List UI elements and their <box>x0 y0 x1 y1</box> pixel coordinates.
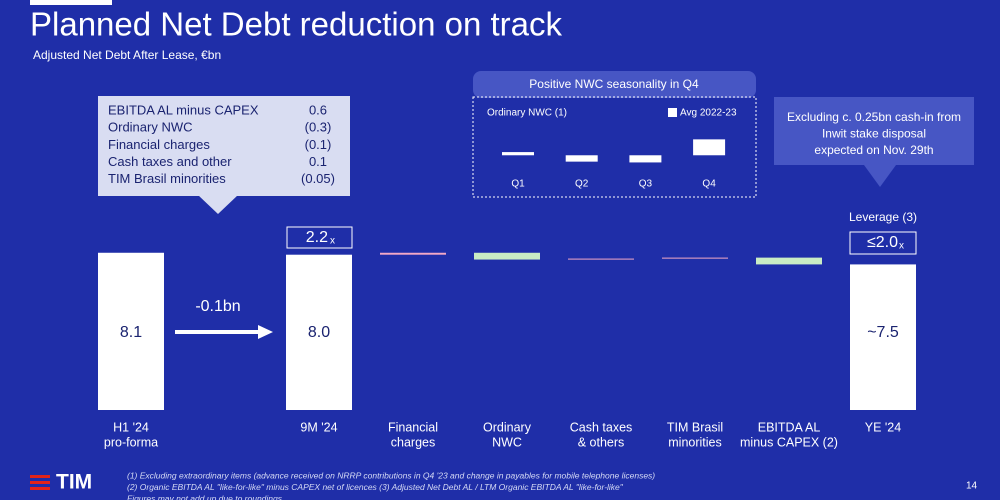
page-number: 14 <box>966 481 978 492</box>
leverage-unit: x <box>899 241 904 252</box>
inset-frame <box>472 96 757 198</box>
value-label: 8.1 <box>120 324 142 341</box>
x-tick-label: Q1 <box>511 179 525 190</box>
bar <box>565 155 598 162</box>
leverage-unit: x <box>330 236 335 247</box>
bar <box>693 139 726 156</box>
x-tick-label: Ordinary <box>483 420 532 434</box>
note-callout <box>774 97 974 165</box>
bar <box>502 152 534 156</box>
row-value: 0.6 <box>309 102 327 117</box>
leverage-box <box>286 226 353 249</box>
x-tick-label: YE '24 <box>865 420 901 434</box>
x-tick-label: pro-forma <box>104 435 158 449</box>
bar <box>568 258 634 260</box>
top-tab <box>30 0 112 5</box>
x-tick-label: EBITDA AL <box>758 420 821 434</box>
row-label: TIM Brasil minorities <box>108 171 226 186</box>
change-label: -0.1bn <box>195 298 240 315</box>
footnotes: (1) Excluding extraordinary items (advan… <box>127 470 655 500</box>
note-line: expected on Nov. 29th <box>814 143 933 157</box>
x-tick-label: charges <box>391 435 435 449</box>
logo-mark <box>30 475 50 490</box>
bar <box>662 257 728 259</box>
arrow-head <box>258 325 273 339</box>
x-tick-label: TIM Brasil <box>667 420 723 434</box>
leverage-value: 2.2 <box>306 229 328 246</box>
x-tick-label: Q3 <box>639 179 653 190</box>
row-label: Financial charges <box>108 137 210 152</box>
legend-swatch <box>668 108 677 117</box>
row-label: Ordinary NWC <box>108 120 193 135</box>
slide-title: Planned Net Debt reduction on track <box>30 6 562 43</box>
footnote: (2) Organic EBITDA AL "like-for-like" mi… <box>127 482 624 492</box>
row-value: (0.3) <box>305 120 332 135</box>
row-value: (0.1) <box>305 137 332 152</box>
inset-ylabel: Ordinary NWC (1) <box>487 108 567 119</box>
bar <box>629 155 662 163</box>
slide-subtitle: Adjusted Net Debt After Lease, €bn <box>33 48 221 62</box>
bar <box>380 252 446 255</box>
leverage-box <box>849 231 917 255</box>
note-line: Inwit stake disposal <box>822 127 926 141</box>
inset-chart: Positive NWC seasonality in Q4 Ordinary N… <box>487 77 737 189</box>
bar <box>756 257 822 265</box>
table-callout <box>98 96 350 196</box>
x-tick-label: Q2 <box>575 179 589 190</box>
row-value: 0.1 <box>309 154 327 169</box>
x-tick-label: Financial <box>388 420 438 434</box>
bar <box>474 252 540 260</box>
inset-title: Positive NWC seasonality in Q4 <box>529 77 699 91</box>
bridge-table: EBITDA AL minus CAPEX 0.6 Ordinary NWC (0.3… <box>108 102 335 186</box>
x-tick-label: & others <box>578 435 625 449</box>
x-tick-label: 9M '24 <box>300 420 337 434</box>
value-label: ~7.5 <box>867 324 899 341</box>
bar <box>286 254 352 410</box>
x-tick-label: Q4 <box>702 179 716 190</box>
bar <box>850 264 916 410</box>
callout-pointer <box>198 195 238 214</box>
x-tick-label: NWC <box>492 435 522 449</box>
footnote: Figures may not add up due to roundings <box>127 493 283 500</box>
value-label: 8.0 <box>308 324 330 341</box>
inset-header <box>473 71 756 98</box>
logo: TIM <box>56 471 92 494</box>
note: Excluding c. 0.25bn cash-in from Inwit st… <box>787 110 961 157</box>
note-pointer <box>864 165 896 187</box>
footnote: (1) Excluding extraordinary items (advan… <box>127 470 655 480</box>
note-line: Excluding c. 0.25bn cash-in from <box>787 110 961 124</box>
x-tick-label: minus CAPEX (2) <box>740 435 838 449</box>
row-label: EBITDA AL minus CAPEX <box>108 102 259 117</box>
legend-label: Avg 2022-23 <box>680 108 737 119</box>
x-tick-label: Cash taxes <box>570 420 633 434</box>
leverage-label: Leverage (3) <box>849 210 917 224</box>
bar <box>98 252 164 410</box>
row-value: (0.05) <box>301 171 335 186</box>
leverage-value: ≤2.0 <box>867 234 898 251</box>
x-tick-label: minorities <box>668 435 722 449</box>
row-label: Cash taxes and other <box>108 154 232 169</box>
x-tick-label: H1 '24 <box>113 420 149 434</box>
